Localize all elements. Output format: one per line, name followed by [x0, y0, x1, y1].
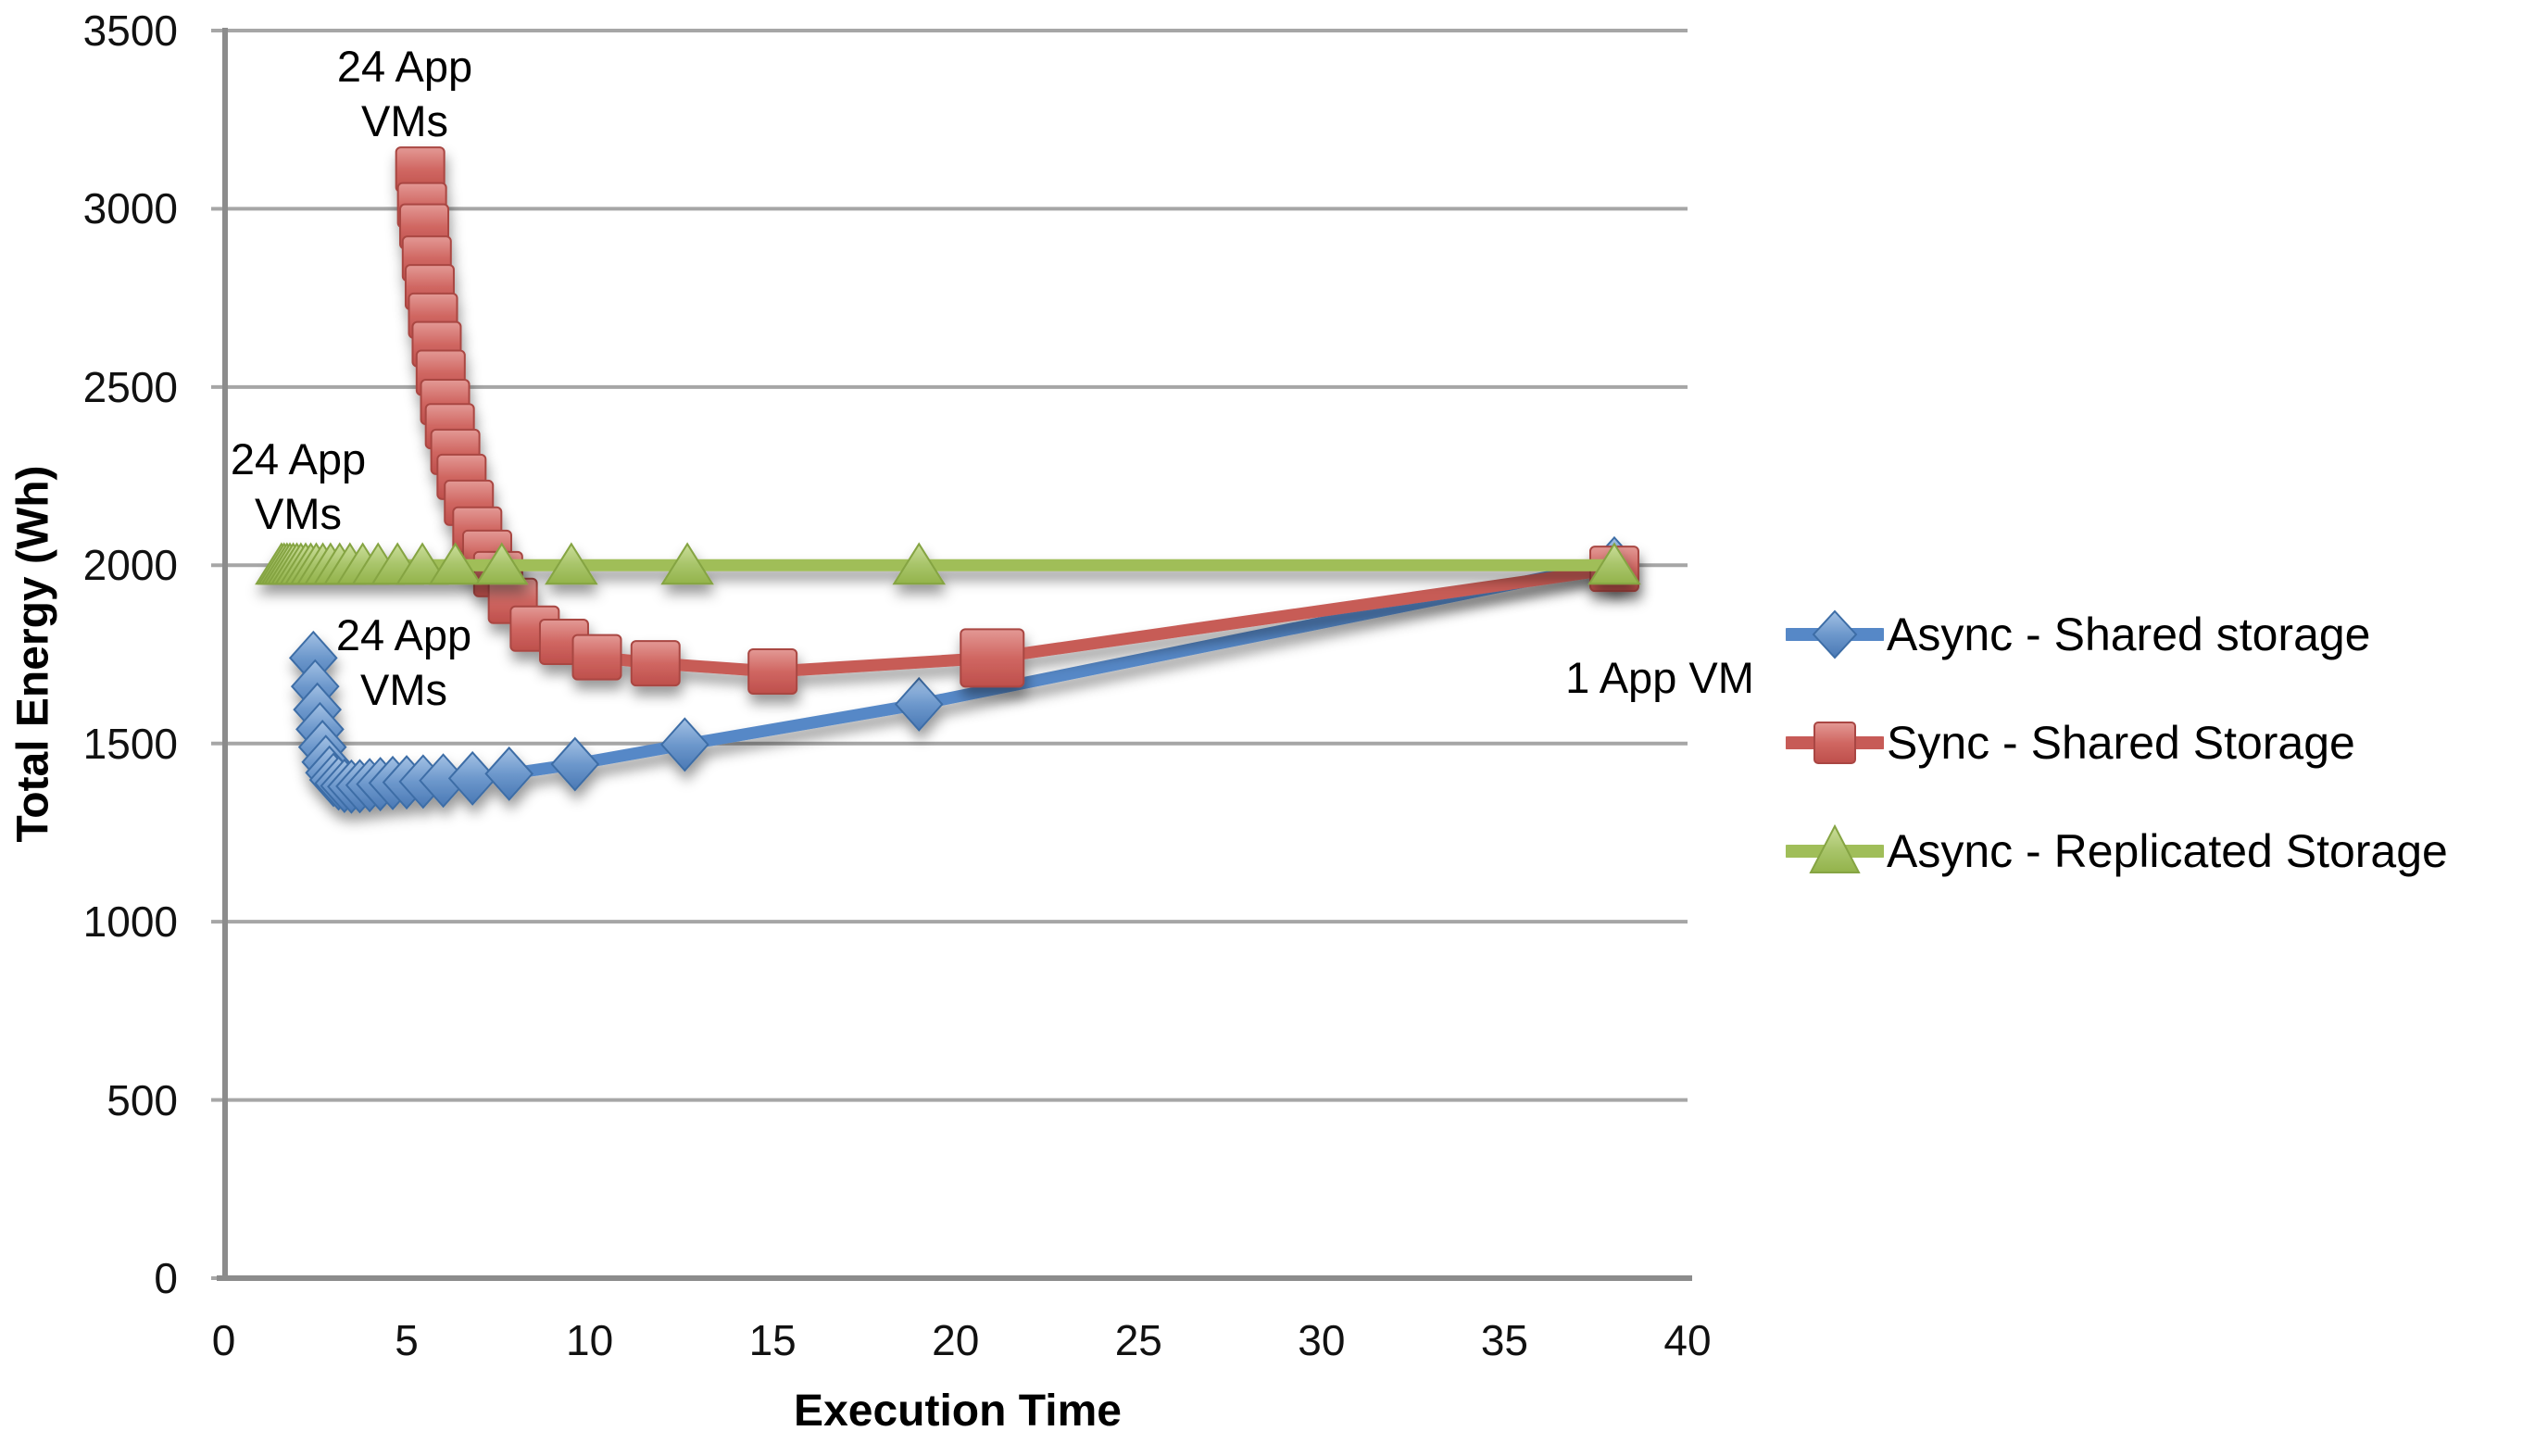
legend-square-icon: [1786, 722, 1884, 764]
data-point-marker: [630, 640, 681, 687]
gridlines: [211, 28, 1692, 1281]
y-tick-label: 1000: [82, 897, 178, 947]
x-tick-label: 0: [211, 1316, 236, 1364]
legend-label: Async - Replicated Storage: [1887, 825, 2448, 877]
data-point-marker: [484, 746, 534, 801]
x-tick-label: 40: [1663, 1316, 1712, 1364]
x-tick-label: 20: [932, 1316, 980, 1364]
data-point-marker: [474, 542, 529, 585]
annotation: 1 App VM: [1565, 653, 1754, 702]
annotation: 24 App VMs: [230, 434, 367, 538]
y-tick-label: 0: [154, 1254, 178, 1302]
data-point-marker: [1588, 542, 1641, 585]
legend-marker-shape: [1812, 609, 1858, 659]
x-axis-title: Execution Time: [794, 1387, 1122, 1436]
series-async-replicated-storage: [255, 542, 1641, 585]
annotation: 24 App VMs: [335, 610, 472, 714]
data-point-marker: [395, 542, 449, 585]
data-point-marker: [447, 750, 497, 806]
series-sync-shared-storage: [395, 146, 1639, 695]
data-point-marker: [660, 717, 709, 772]
x-tick-label: 5: [395, 1316, 419, 1364]
data-point-marker: [550, 736, 600, 792]
y-tick-label: 2000: [82, 541, 178, 590]
legend-triangle-icon: [1786, 823, 1884, 873]
legend-marker-shape: [1813, 722, 1856, 764]
data-point-marker: [660, 542, 714, 585]
x-tick-label: 35: [1480, 1316, 1529, 1364]
legend-marker-shape: [1809, 823, 1861, 873]
data-point-marker: [428, 542, 483, 585]
x-tick-label: 10: [566, 1316, 614, 1364]
legend-label: Async - Shared storage: [1887, 609, 2371, 660]
y-tick-label: 1500: [82, 719, 178, 768]
legend-item-sync-shared: Sync - Shared Storage: [1786, 710, 2355, 775]
data-point-marker: [747, 647, 798, 695]
data-point-marker: [545, 542, 598, 585]
x-tick-label: 15: [748, 1316, 797, 1364]
legend-diamond-icon: [1786, 609, 1884, 659]
legend-label: Sync - Shared Storage: [1887, 717, 2355, 769]
x-tick-label: 30: [1298, 1316, 1346, 1364]
x-tick-label: 25: [1114, 1316, 1162, 1364]
legend-item-async-replicated: Async - Replicated Storage: [1786, 819, 2448, 884]
data-point-marker: [960, 628, 1025, 688]
data-point-marker: [571, 634, 622, 681]
annotation: 24 App VMs: [336, 42, 473, 145]
y-tick-label: 3000: [82, 184, 178, 233]
y-tick-label: 500: [107, 1075, 178, 1124]
series-async-shared-storage: [288, 535, 1639, 814]
data-series: [255, 146, 1641, 814]
y-tick-label: 2500: [82, 362, 178, 411]
legend-item-async-shared: Async - Shared storage: [1786, 602, 2371, 667]
data-point-marker: [892, 542, 947, 585]
series-line: [414, 163, 1621, 678]
y-axis-title: Total Energy (Wh): [8, 465, 58, 843]
data-point-marker: [894, 676, 944, 732]
y-tick-label: 3500: [82, 6, 178, 55]
